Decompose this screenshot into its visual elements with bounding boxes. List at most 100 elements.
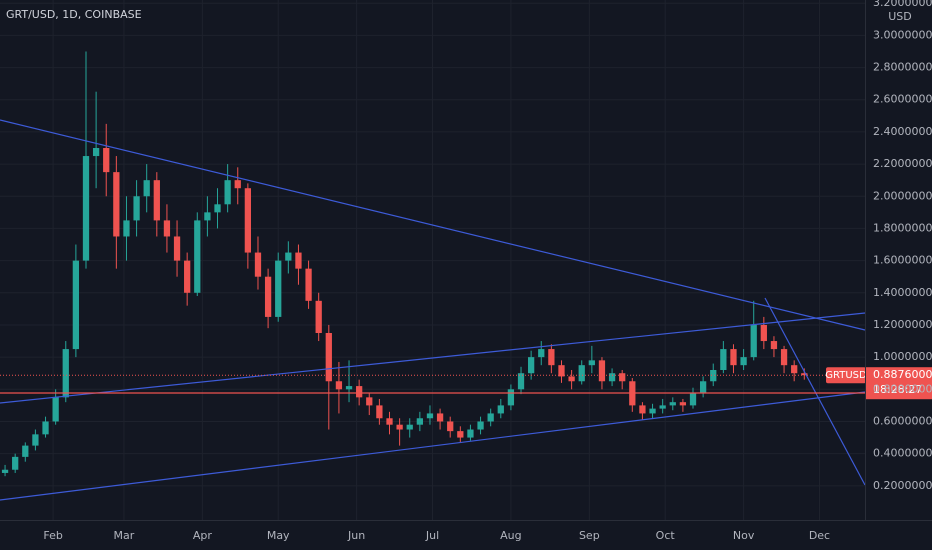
candle-body — [548, 349, 555, 366]
candle-body — [123, 220, 130, 237]
candle-body — [467, 429, 474, 438]
x-tick-label: Oct — [656, 529, 676, 542]
candle-body — [568, 376, 575, 382]
candle-body — [1, 469, 9, 473]
candle-body — [669, 402, 676, 406]
candle-body — [447, 421, 454, 432]
y-tick-label: 3.00000000 — [873, 28, 932, 41]
y-tick-label: 2.00000000 — [873, 189, 932, 202]
symbol-label: GRTUSD — [825, 370, 867, 381]
symbol-badge — [826, 367, 866, 384]
overlay: GRTUSD 0.88760000 18:28:27 — [0, 367, 932, 400]
candle-body — [133, 196, 140, 221]
candle-body — [356, 386, 363, 398]
candle-body — [710, 370, 717, 382]
candle-body — [32, 434, 39, 446]
x-tick-label: Dec — [809, 529, 830, 542]
candle-body — [608, 373, 616, 382]
candle-body — [750, 324, 757, 358]
grid — [0, 0, 865, 520]
candle-body — [639, 405, 646, 414]
x-tick-label: Mar — [114, 529, 135, 542]
candle-body — [325, 333, 332, 382]
candle-body — [689, 392, 697, 406]
candle-body — [416, 418, 423, 425]
candle-body — [224, 180, 231, 205]
candle-body — [82, 156, 90, 261]
candle-body — [396, 424, 403, 430]
y-tick-label: 1.80000000 — [873, 221, 932, 234]
candle-body — [345, 386, 353, 390]
candle-body — [386, 418, 393, 425]
candle-body — [619, 373, 626, 382]
x-tick-label: Feb — [43, 529, 62, 542]
candle-body — [214, 204, 221, 213]
x-tick-label: Apr — [193, 529, 213, 542]
candle-body — [72, 260, 80, 350]
candle-body — [528, 357, 535, 374]
candles — [1, 51, 808, 477]
candle-body — [457, 431, 464, 438]
candle-body — [740, 357, 747, 366]
candle-body — [538, 349, 545, 358]
candle-body — [791, 365, 798, 374]
candle-body — [517, 373, 525, 390]
candle-body — [770, 341, 778, 350]
candle-body — [254, 252, 262, 277]
candle-body — [62, 349, 69, 398]
candle-body — [649, 408, 656, 414]
candle-body — [730, 349, 737, 366]
candle-body — [578, 365, 585, 382]
candle-body — [204, 212, 211, 221]
candle-body — [244, 188, 252, 253]
candle-body — [103, 148, 110, 173]
candle-body — [22, 445, 29, 457]
candle-body — [477, 421, 484, 430]
trend-line — [0, 391, 866, 501]
candle-body — [436, 413, 444, 422]
candle-body — [113, 172, 120, 237]
candle-body — [760, 324, 767, 342]
candle-body — [406, 424, 413, 430]
candle-body — [558, 365, 565, 377]
candle-body — [143, 180, 150, 197]
y-tick-label: 0.80000000 — [873, 382, 932, 395]
candle-body — [598, 360, 606, 382]
last-price-label: 0.88760000 — [873, 368, 932, 381]
candle-body — [305, 268, 312, 301]
chart-title: GRT/USD, 1D, COINBASE — [6, 8, 142, 21]
candle-body — [153, 180, 160, 221]
candle-body — [497, 405, 504, 414]
candle-body — [659, 405, 666, 409]
candle-body — [801, 373, 808, 376]
candle-body — [12, 456, 19, 470]
candle-body — [315, 300, 322, 333]
currency: USD — [888, 10, 912, 23]
candle-body — [173, 236, 181, 261]
candle-body — [92, 148, 100, 157]
trend-line — [0, 312, 866, 404]
candle-body — [264, 276, 272, 317]
candle-body — [426, 413, 434, 419]
x-tick-label: Sep — [579, 529, 600, 542]
candle-body — [194, 220, 201, 293]
candle-body — [163, 220, 171, 237]
candle-body — [184, 260, 191, 293]
countdown: 18:28:27 — [873, 383, 922, 396]
price-badge — [866, 367, 932, 400]
candle-body — [234, 180, 241, 189]
y-tick-label: 1.00000000 — [873, 350, 932, 363]
trend-line — [764, 297, 866, 486]
candle-body — [376, 405, 383, 419]
x-tick-label: Nov — [733, 529, 755, 542]
